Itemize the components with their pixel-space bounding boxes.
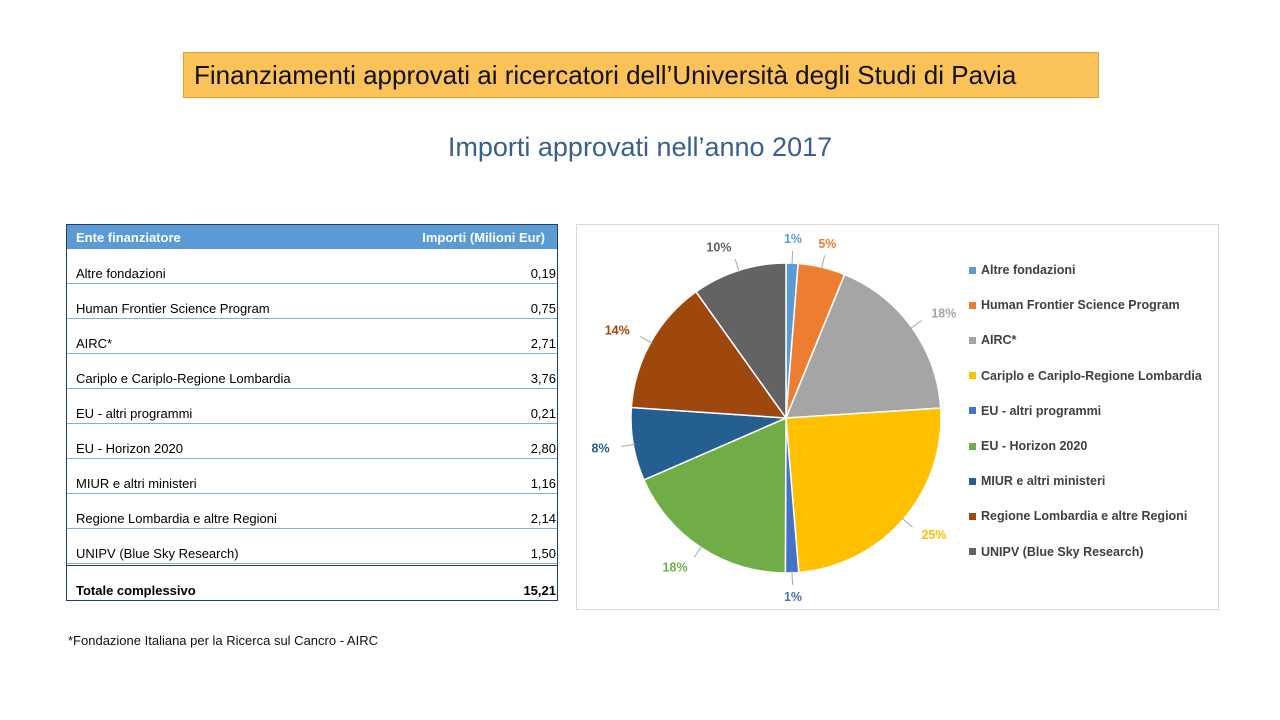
row-amount: 1,50 — [530, 546, 556, 561]
data-label-miur-e-altri-ministeri: 8% — [592, 442, 610, 456]
legend-swatch — [969, 407, 976, 415]
table-row: Altre fondazioni 0,19 — [67, 249, 557, 284]
row-entity: UNIPV (Blue Sky Research) — [76, 546, 239, 561]
row-entity: EU - Horizon 2020 — [76, 441, 183, 456]
table-row: EU - Horizon 2020 2,80 — [67, 424, 557, 459]
legend-swatch — [969, 301, 976, 309]
legend-label: Regione Lombardia e altre Regioni — [981, 509, 1188, 524]
page-title: Finanziamenti approvati ai ricercatori d… — [183, 52, 1099, 98]
legend-item-miur-e-altri-ministeri: MIUR e altri ministeri — [969, 474, 1105, 488]
row-amount: 0,19 — [530, 266, 556, 281]
leader-line — [820, 255, 826, 270]
pie-chart-container: 1% 5% 18% 25% 1% 18% 8% 14% 10% Altre fondazioni… — [576, 224, 1219, 610]
data-label-airc: 18% — [931, 307, 956, 321]
row-amount: 3,76 — [530, 371, 556, 386]
table-row: Cariplo e Cariplo-Regione Lombardia 3,76 — [67, 354, 557, 389]
legend-label: AIRC* — [981, 333, 1017, 348]
row-entity: Regione Lombardia e altre Regioni — [76, 511, 277, 526]
legend-label: UNIPV (Blue Sky Research) — [981, 544, 1144, 559]
legend-swatch — [969, 266, 976, 274]
legend-item-eu-horizon-2020: EU - Horizon 2020 — [969, 439, 1087, 453]
row-amount: 2,71 — [530, 336, 556, 351]
table-row: AIRC* 2,71 — [67, 319, 557, 354]
legend-label: MIUR e altri ministeri — [981, 474, 1106, 489]
row-entity: Altre fondazioni — [76, 266, 166, 281]
total-amount: 15,21 — [523, 583, 556, 598]
leader-line — [791, 570, 794, 585]
table-row: Regione Lombardia e altre Regioni 2,14 — [67, 494, 557, 529]
row-entity: Cariplo e Cariplo-Regione Lombardia — [76, 371, 291, 386]
data-label-human-frontier-science-program: 5% — [818, 237, 836, 251]
table-row: MIUR e altri ministeri 1,16 — [67, 459, 557, 494]
row-entity: Human Frontier Science Program — [76, 301, 270, 316]
legend-swatch — [969, 336, 976, 344]
legend-label: Human Frontier Science Program — [981, 298, 1180, 313]
row-amount: 2,14 — [530, 511, 556, 526]
data-label-eu-altri-programmi: 1% — [784, 590, 802, 604]
pie-chart: 1% 5% 18% 25% 1% 18% 8% 14% 10% — [592, 232, 957, 604]
legend-swatch — [969, 372, 976, 380]
leader-line — [791, 251, 794, 266]
legend-swatch — [969, 442, 976, 450]
row-amount: 1,16 — [530, 476, 556, 491]
row-entity: AIRC* — [76, 336, 113, 351]
legend-label: Altre fondazioni — [981, 263, 1076, 277]
leader-line — [639, 336, 653, 344]
table-row: Human Frontier Science Program 0,75 — [67, 284, 557, 319]
legend-item-airc: AIRC* — [969, 333, 1016, 347]
row-entity: MIUR e altri ministeri — [76, 476, 197, 491]
data-label-eu-horizon-2020: 18% — [663, 561, 688, 575]
legend-label: EU - Horizon 2020 — [981, 439, 1088, 453]
table-header: Ente finanziatore Importi (Milioni Eur) — [67, 225, 557, 249]
footnote: *Fondazione Italiana per la Ricerca sul … — [68, 633, 378, 648]
row-amount: 0,75 — [530, 301, 556, 316]
column-header-entity: Ente finanziatore — [76, 229, 181, 245]
pie-slice-cariplo-e-cariplo-regione-lombardia — [785, 407, 942, 574]
legend-label: EU - altri programmi — [981, 403, 1102, 418]
funding-table: Ente finanziatore Importi (Milioni Eur) … — [66, 224, 558, 601]
legend-swatch — [969, 477, 976, 485]
row-amount: 2,80 — [530, 441, 556, 456]
data-label-unipv-blue-sky-research: 10% — [706, 241, 731, 255]
data-label-regione-lombardia-e-altre-regioni: 14% — [605, 324, 630, 338]
data-label-cariplo-e-cariplo-regione-lombardia: 25% — [921, 528, 946, 542]
data-label-altre-fondazioni: 1% — [784, 232, 802, 246]
total-label: Totale complessivo — [76, 583, 196, 598]
table-row: UNIPV (Blue Sky Research) 1,50 — [67, 529, 557, 564]
legend-swatch — [969, 548, 976, 556]
legend-item-cariplo-e-cariplo-regione-lombardia: Cariplo e Cariplo-Regione Lombardia — [969, 369, 1202, 383]
leader-line — [901, 517, 913, 528]
row-amount: 0,21 — [530, 406, 556, 421]
column-header-amount: Importi (Milioni Eur) — [422, 229, 545, 245]
legend-swatch — [969, 512, 976, 520]
legend-item-altre-fondazioni: Altre fondazioni — [969, 263, 1075, 277]
legend-item-human-frontier-science-program: Human Frontier Science Program — [969, 298, 1180, 312]
leader-line — [909, 320, 922, 330]
legend-item-eu-altri-programmi: EU - altri programmi — [969, 404, 1101, 418]
legend-label: Cariplo e Cariplo-Regione Lombardia — [981, 368, 1202, 383]
leader-line — [693, 545, 703, 558]
leader-line — [734, 258, 740, 273]
page-subtitle: Importi approvati nell’anno 2017 — [447, 132, 833, 162]
row-entity: EU - altri programmi — [76, 406, 193, 421]
leader-line — [621, 443, 636, 447]
legend-item-unipv-blue-sky-research: UNIPV (Blue Sky Research) — [969, 545, 1144, 559]
table-row: EU - altri programmi 0,21 — [67, 389, 557, 424]
table-total-row: Totale complessivo 15,21 — [67, 565, 557, 600]
legend-item-regione-lombardia-e-altre-regioni: Regione Lombardia e altre Regioni — [969, 509, 1187, 523]
